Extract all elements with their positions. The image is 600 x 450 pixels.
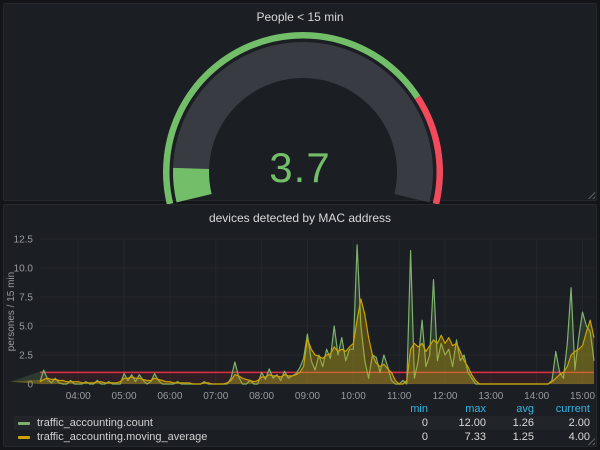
svg-text:7.5: 7.5 xyxy=(19,293,33,304)
legend-table: min max avg current traffic_accounting.c… xyxy=(4,403,596,446)
svg-text:15:00: 15:00 xyxy=(570,391,595,402)
series-min: 0 xyxy=(421,417,428,429)
svg-text:06:00: 06:00 xyxy=(157,391,182,402)
series-max: 12.00 xyxy=(458,417,486,429)
svg-text:11:00: 11:00 xyxy=(387,391,412,402)
series-current: 2.00 xyxy=(568,417,590,429)
legend-row-count: traffic_accounting.count 0 12.00 1.26 2.… xyxy=(14,416,590,430)
panel-resize-handle[interactable] xyxy=(588,192,595,199)
graph-panel: devices detected by MAC address 0 2.5 5.0 7… xyxy=(3,204,597,447)
legend-header-row: min max avg current xyxy=(14,403,590,416)
svg-text:12:00: 12:00 xyxy=(432,391,457,402)
gauge-panel: People < 15 min 3.7 xyxy=(3,3,597,204)
series-toggle-count[interactable]: traffic_accounting.count xyxy=(14,416,378,430)
gauge-panel-title[interactable]: People < 15 min xyxy=(256,10,344,24)
legend-header-max[interactable]: max xyxy=(465,403,486,415)
series-max: 7.33 xyxy=(464,431,486,443)
legend-row-moving-average: traffic_accounting.moving_average 0 7.33… xyxy=(14,430,590,444)
legend-header-current[interactable]: current xyxy=(555,403,590,415)
graph-panel-title[interactable]: devices detected by MAC address xyxy=(208,211,392,225)
svg-text:10:00: 10:00 xyxy=(341,391,366,402)
series-current: 4.00 xyxy=(568,431,590,443)
time-series-chart[interactable]: 0 2.5 5.0 7.5 10.0 12.5 04:00 05:00 06:00 07:00 08… xyxy=(4,229,600,403)
series-color-dash-icon xyxy=(18,421,30,425)
svg-text:04:00: 04:00 xyxy=(66,391,91,402)
svg-text:12.5: 12.5 xyxy=(14,235,34,246)
series-avg: 1.26 xyxy=(512,417,534,429)
legend-header-avg[interactable]: avg xyxy=(516,403,534,415)
legend-header-min[interactable]: min xyxy=(410,403,428,415)
svg-text:0: 0 xyxy=(27,380,33,391)
svg-text:2.5: 2.5 xyxy=(19,351,33,362)
svg-text:10.0: 10.0 xyxy=(14,264,34,275)
svg-text:07:00: 07:00 xyxy=(203,391,228,402)
series-avg: 1.25 xyxy=(512,431,534,443)
series-min: 0 xyxy=(421,431,428,443)
series-name: traffic_accounting.moving_average xyxy=(37,431,208,443)
gauge-value: 3.7 xyxy=(269,144,331,191)
svg-text:5.0: 5.0 xyxy=(19,322,33,333)
svg-text:14:00: 14:00 xyxy=(524,391,549,402)
svg-text:persones / 15 min: persones / 15 min xyxy=(6,272,17,352)
svg-text:13:00: 13:00 xyxy=(478,391,503,402)
svg-text:09:00: 09:00 xyxy=(295,391,320,402)
svg-text:08:00: 08:00 xyxy=(249,391,274,402)
series-toggle-moving-average[interactable]: traffic_accounting.moving_average xyxy=(14,430,378,444)
panel-resize-handle[interactable] xyxy=(588,438,595,445)
gauge xyxy=(163,32,443,204)
series-color-dash-icon xyxy=(18,435,30,439)
svg-text:05:00: 05:00 xyxy=(112,391,137,402)
series-name: traffic_accounting.count xyxy=(37,417,153,429)
